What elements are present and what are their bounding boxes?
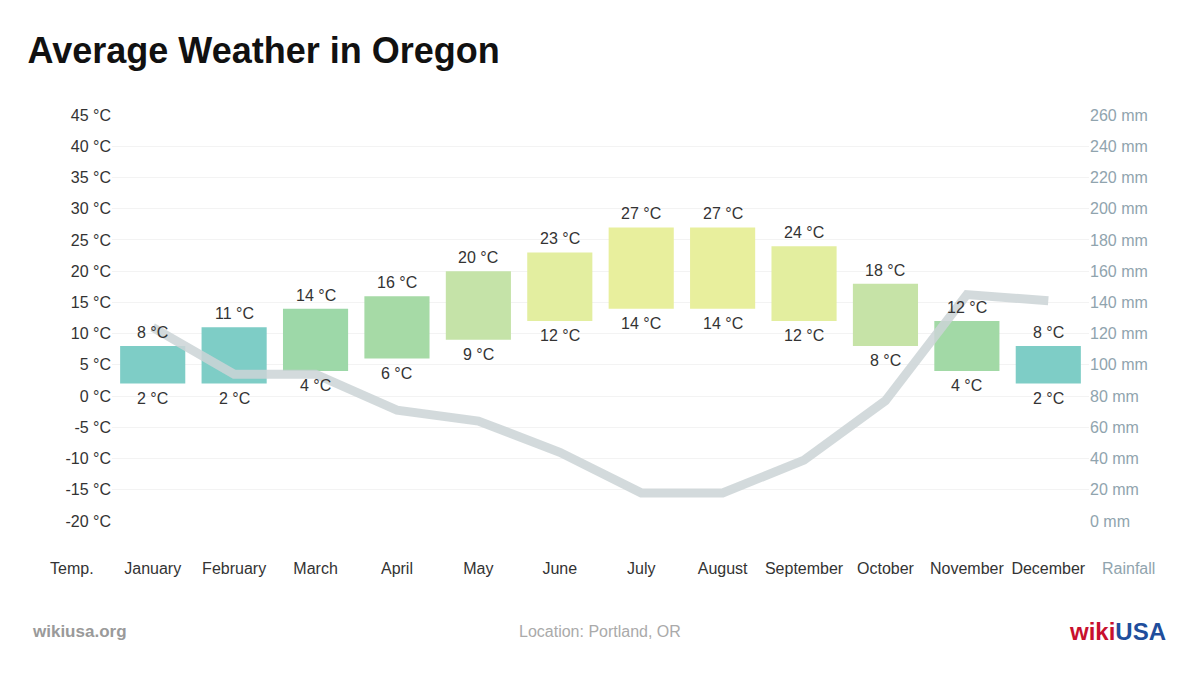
svg-text:July: July (627, 560, 655, 577)
svg-text:0 mm: 0 mm (1090, 513, 1130, 530)
svg-text:120 mm: 120 mm (1090, 325, 1148, 342)
svg-text:8 °C: 8 °C (1033, 324, 1064, 341)
svg-text:40 °C: 40 °C (71, 138, 111, 155)
svg-text:-10 °C: -10 °C (65, 450, 111, 467)
svg-text:wikiusa.org: wikiusa.org (32, 622, 127, 641)
svg-text:18 °C: 18 °C (865, 262, 905, 279)
svg-text:14 °C: 14 °C (621, 315, 661, 332)
svg-text:15 °C: 15 °C (71, 294, 111, 311)
svg-text:14 °C: 14 °C (296, 287, 336, 304)
svg-text:9 °C: 9 °C (463, 346, 494, 363)
svg-text:20 mm: 20 mm (1090, 481, 1139, 498)
svg-text:12 °C: 12 °C (540, 327, 580, 344)
svg-text:35 °C: 35 °C (71, 169, 111, 186)
svg-text:180 mm: 180 mm (1090, 232, 1148, 249)
svg-text:October: October (857, 560, 915, 577)
svg-text:200 mm: 200 mm (1090, 200, 1148, 217)
svg-text:November: November (930, 560, 1004, 577)
svg-text:8 °C: 8 °C (870, 352, 901, 369)
svg-text:40 mm: 40 mm (1090, 450, 1139, 467)
svg-text:January: January (124, 560, 181, 577)
svg-text:Temp.: Temp. (50, 560, 94, 577)
svg-text:2 °C: 2 °C (219, 390, 250, 407)
svg-text:8 °C: 8 °C (137, 324, 168, 341)
svg-text:-5 °C: -5 °C (74, 419, 111, 436)
svg-text:100 mm: 100 mm (1090, 356, 1148, 373)
svg-text:September: September (765, 560, 844, 577)
svg-text:12 °C: 12 °C (784, 327, 824, 344)
svg-text:20 °C: 20 °C (458, 249, 498, 266)
svg-text:2 °C: 2 °C (137, 390, 168, 407)
svg-text:April: April (381, 560, 413, 577)
svg-text:27 °C: 27 °C (621, 205, 661, 222)
svg-text:May: May (463, 560, 493, 577)
svg-text:24 °C: 24 °C (784, 224, 824, 241)
svg-text:11 °C: 11 °C (215, 305, 254, 322)
svg-text:-15 °C: -15 °C (65, 481, 111, 498)
svg-text:260 mm: 260 mm (1090, 107, 1148, 124)
svg-text:6 °C: 6 °C (381, 365, 412, 382)
svg-text:4 °C: 4 °C (951, 377, 982, 394)
svg-text:30 °C: 30 °C (71, 200, 111, 217)
svg-text:27 °C: 27 °C (703, 205, 743, 222)
svg-text:12 °C: 12 °C (947, 299, 987, 316)
svg-text:20 °C: 20 °C (71, 263, 111, 280)
svg-text:0 °C: 0 °C (80, 388, 111, 405)
svg-text:Rainfall: Rainfall (1102, 560, 1155, 577)
svg-text:60 mm: 60 mm (1090, 419, 1139, 436)
svg-text:June: June (542, 560, 577, 577)
svg-text:14 °C: 14 °C (703, 315, 743, 332)
svg-text:45 °C: 45 °C (71, 107, 111, 124)
svg-text:August: August (698, 560, 748, 577)
svg-text:16 °C: 16 °C (377, 274, 417, 291)
svg-text:March: March (293, 560, 337, 577)
svg-text:240 mm: 240 mm (1090, 138, 1148, 155)
svg-text:25 °C: 25 °C (71, 232, 111, 249)
svg-text:February: February (202, 560, 266, 577)
svg-text:4 °C: 4 °C (300, 377, 331, 394)
svg-text:23 °C: 23 °C (540, 230, 580, 247)
svg-text:December: December (1011, 560, 1085, 577)
svg-text:140 mm: 140 mm (1090, 294, 1148, 311)
svg-text:wikiUSA: wikiUSA (1069, 618, 1166, 645)
svg-text:Average Weather in Oregon: Average Weather in Oregon (28, 30, 500, 71)
svg-text:10 °C: 10 °C (71, 325, 111, 342)
svg-text:80 mm: 80 mm (1090, 388, 1139, 405)
svg-text:-20 °C: -20 °C (65, 513, 111, 530)
svg-text:5 °C: 5 °C (80, 356, 111, 373)
svg-text:Location: Portland, OR: Location: Portland, OR (519, 623, 681, 640)
svg-text:2 °C: 2 °C (1033, 390, 1064, 407)
svg-text:220 mm: 220 mm (1090, 169, 1148, 186)
svg-text:160 mm: 160 mm (1090, 263, 1148, 280)
